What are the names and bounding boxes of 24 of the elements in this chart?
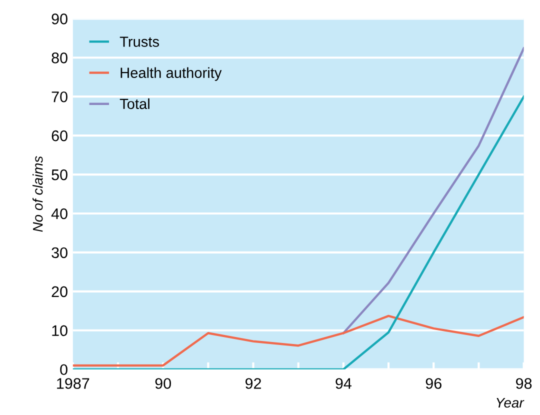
line-series (72, 95, 524, 370)
y-tick-label: 30 (52, 247, 68, 258)
y-tick-label: 80 (52, 52, 68, 64)
legend-label: Trusts (120, 36, 160, 47)
y-tick-label: 20 (52, 286, 68, 298)
x-tick-label: 94 (336, 378, 352, 389)
y-tick-label: 50 (52, 169, 68, 180)
x-tick-label: 90 (155, 378, 171, 389)
y-tick-label: 60 (52, 130, 68, 142)
x-tick-label: 98 (516, 378, 532, 389)
line-series (72, 314, 524, 367)
line-series (342, 47, 524, 334)
y-tick-label: 10 (52, 325, 68, 336)
y-tick-label: 0 (60, 364, 68, 376)
y-tick-label: 90 (52, 14, 68, 24)
legend-label: Health authority (120, 67, 222, 81)
y-tick-label: 70 (52, 91, 68, 102)
y-axis-title: No of claims (32, 156, 43, 232)
legend-label: Total (120, 98, 150, 110)
y-tick-label: 40 (51, 208, 68, 220)
x-axis-title: Year (496, 398, 524, 408)
x-tick-label: 92 (245, 378, 261, 389)
x-tick-label: 96 (426, 378, 442, 389)
x-tick-label: 1987 (57, 378, 90, 389)
